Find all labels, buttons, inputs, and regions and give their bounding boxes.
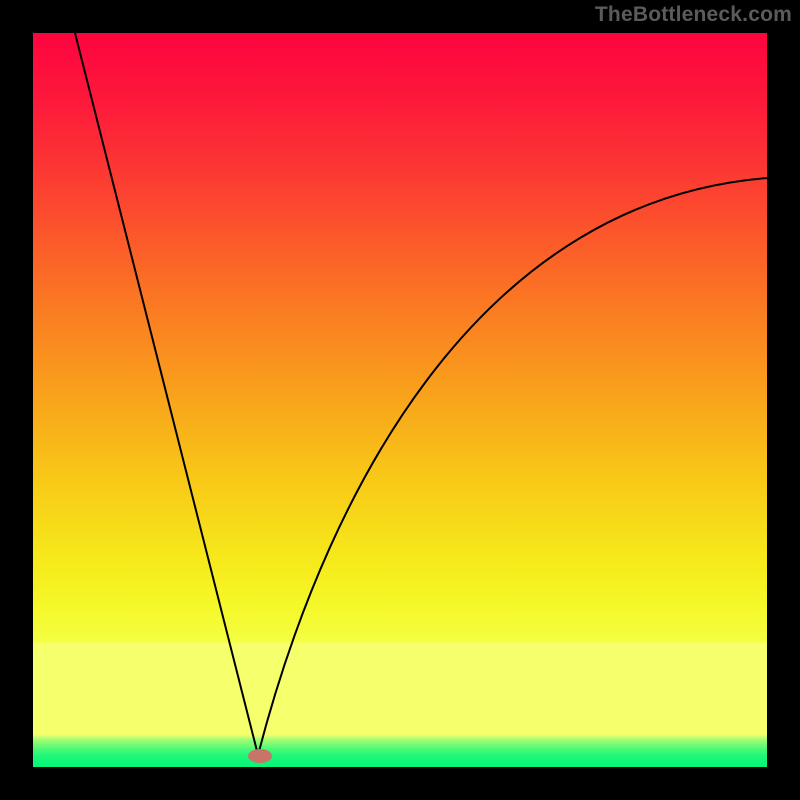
attribution-label: TheBottleneck.com — [595, 3, 792, 27]
optimum-marker — [248, 749, 272, 763]
plot-background — [33, 33, 767, 767]
chart-container: TheBottleneck.com — [0, 0, 800, 800]
bottleneck-chart — [0, 0, 800, 800]
